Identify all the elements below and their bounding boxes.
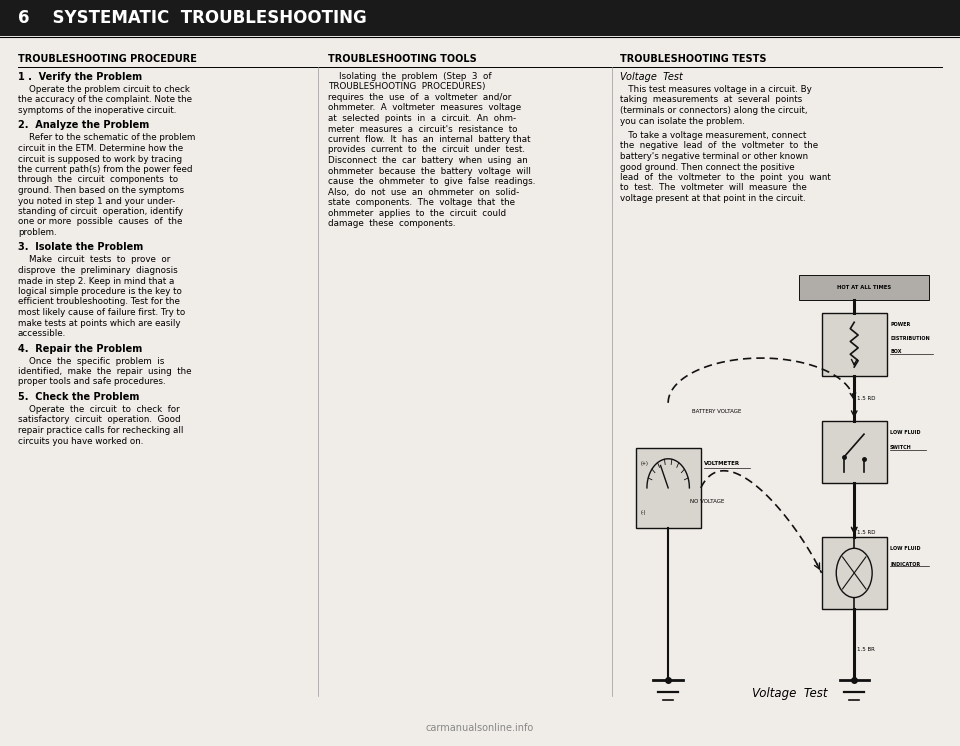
Text: battery's negative terminal or other known: battery's negative terminal or other kno… [620,152,808,161]
Text: taking  measurements  at  several  points: taking measurements at several points [620,95,803,104]
Text: 3.  Isolate the Problem: 3. Isolate the Problem [18,242,143,252]
Text: problem.: problem. [18,228,57,237]
Bar [822,537,887,609]
Text: damage  these  components.: damage these components. [328,219,455,228]
Text: circuit is supposed to work by tracing: circuit is supposed to work by tracing [18,154,182,163]
Bar [0,0,960,36]
Text: Refer to the schematic of the problem: Refer to the schematic of the problem [18,134,196,142]
Text: current  flow.  It  has  an  internal  battery that: current flow. It has an internal battery… [328,135,531,144]
Text: cause  the  ohmmeter  to  give  false  readings.: cause the ohmmeter to give false reading… [328,177,536,186]
Text: carmanualsonline.info: carmanualsonline.info [426,723,534,733]
Text: 4.  Repair the Problem: 4. Repair the Problem [18,343,142,354]
Text: accessible.: accessible. [18,329,66,338]
Text: Once  the  specific  problem  is: Once the specific problem is [18,357,164,366]
Text: the accuracy of the complaint. Note the: the accuracy of the complaint. Note the [18,95,192,104]
Text: meter  measures  a  circuit's  resistance  to: meter measures a circuit's resistance to [328,125,517,134]
Text: you can isolate the problem.: you can isolate the problem. [620,116,745,125]
Text: Also,  do  not  use  an  ohmmeter  on  solid-: Also, do not use an ohmmeter on solid- [328,187,519,196]
Text: Make  circuit  tests  to  prove  or: Make circuit tests to prove or [18,255,170,265]
Text: 1.5 BR: 1.5 BR [857,647,876,651]
Text: circuit in the ETM. Determine how the: circuit in the ETM. Determine how the [18,144,183,153]
Text: make tests at points which are easily: make tests at points which are easily [18,319,180,327]
Text: Operate the problem circuit to check: Operate the problem circuit to check [18,85,190,94]
Text: circuits you have worked on.: circuits you have worked on. [18,436,143,445]
Text: to  test.  The  voltmeter  will  measure  the: to test. The voltmeter will measure the [620,184,806,192]
Text: ohmmeter  because  the  battery  voltage  will: ohmmeter because the battery voltage wil… [328,166,531,175]
Text: HOT AT ALL TIMES: HOT AT ALL TIMES [837,285,891,290]
Text: made in step 2. Keep in mind that a: made in step 2. Keep in mind that a [18,277,175,286]
Text: VOLTMETER: VOLTMETER [704,461,740,466]
Text: satisfactory  circuit  operation.  Good: satisfactory circuit operation. Good [18,416,180,424]
Text: the  negative  lead  of  the  voltmeter  to  the: the negative lead of the voltmeter to th… [620,142,818,151]
Text: the current path(s) from the power feed: the current path(s) from the power feed [18,165,193,174]
Text: This test measures voltage in a circuit. By: This test measures voltage in a circuit.… [620,85,812,94]
Text: 2.  Analyze the Problem: 2. Analyze the Problem [18,121,149,131]
Bar [822,313,887,376]
Text: good ground. Then connect the positive: good ground. Then connect the positive [620,163,795,172]
Text: INDICATOR: INDICATOR [890,562,921,567]
Text: you noted in step 1 and your under-: you noted in step 1 and your under- [18,196,176,205]
Text: 1 .  Verify the Problem: 1 . Verify the Problem [18,72,142,82]
Bar [636,448,701,528]
Text: at  selected  points  in  a  circuit.  An  ohm-: at selected points in a circuit. An ohm- [328,114,516,123]
Text: proper tools and safe procedures.: proper tools and safe procedures. [18,377,166,386]
Text: ground. Then based on the symptoms: ground. Then based on the symptoms [18,186,184,195]
Text: voltage present at that point in the circuit.: voltage present at that point in the cir… [620,194,805,203]
Text: 1.5 RD: 1.5 RD [857,396,876,401]
Text: Voltage  Test: Voltage Test [620,72,683,82]
Text: (+): (+) [640,461,648,466]
Bar [822,421,887,483]
Text: 6    SYSTEMATIC  TROUBLESHOOTING: 6 SYSTEMATIC TROUBLESHOOTING [18,9,367,27]
Text: disprove  the  preliminary  diagnosis: disprove the preliminary diagnosis [18,266,178,275]
Text: repair practice calls for rechecking all: repair practice calls for rechecking all [18,426,183,435]
Text: POWER: POWER [890,322,910,327]
Text: To take a voltage measurement, connect: To take a voltage measurement, connect [620,131,806,140]
Text: 5.  Check the Problem: 5. Check the Problem [18,392,139,402]
Text: provides  current  to  the  circuit  under  test.: provides current to the circuit under te… [328,145,525,154]
Text: 1.5 RD: 1.5 RD [857,530,876,535]
Text: LOW FLUID: LOW FLUID [890,430,921,435]
Text: ohmmeter.  A  voltmeter  measures  voltage: ohmmeter. A voltmeter measures voltage [328,104,521,113]
Text: NO VOLTAGE: NO VOLTAGE [690,499,725,504]
Text: DISTRIBUTION: DISTRIBUTION [890,336,930,341]
Text: lead  of  the  voltmeter  to  the  point  you  want: lead of the voltmeter to the point you w… [620,173,830,182]
Text: Voltage  Test: Voltage Test [753,688,828,700]
Text: through  the  circuit  components  to: through the circuit components to [18,175,179,184]
Text: standing of circuit  operation, identify: standing of circuit operation, identify [18,207,183,216]
Text: logical simple procedure is the key to: logical simple procedure is the key to [18,287,181,296]
Text: TROUBLESHOOTING TESTS: TROUBLESHOOTING TESTS [620,54,766,64]
Text: (terminals or connectors) along the circuit,: (terminals or connectors) along the circ… [620,106,807,115]
Text: BATTERY VOLTAGE: BATTERY VOLTAGE [692,410,742,414]
Text: SWITCH: SWITCH [890,445,912,451]
Text: TROUBLESHOOTING  PROCEDURES): TROUBLESHOOTING PROCEDURES) [328,83,486,92]
Text: state  components.  The  voltage  that  the: state components. The voltage that the [328,198,515,207]
Text: Isolating  the  problem  (Step  3  of: Isolating the problem (Step 3 of [328,72,492,81]
Text: one or more  possible  causes  of  the: one or more possible causes of the [18,218,182,227]
Text: identified,  make  the  repair  using  the: identified, make the repair using the [18,367,191,376]
Text: BOX: BOX [890,349,901,354]
Text: efficient troubleshooting. Test for the: efficient troubleshooting. Test for the [18,298,180,307]
Text: (-): (-) [640,510,646,515]
Text: requires  the  use  of  a  voltmeter  and/or: requires the use of a voltmeter and/or [328,93,512,102]
Text: TROUBLESHOOTING PROCEDURE: TROUBLESHOOTING PROCEDURE [18,54,197,64]
Text: most likely cause of failure first. Try to: most likely cause of failure first. Try … [18,308,185,317]
Text: symptoms of the inoperative circuit.: symptoms of the inoperative circuit. [18,106,177,115]
Bar [799,275,929,300]
Text: ohmmeter  applies  to  the  circuit  could: ohmmeter applies to the circuit could [328,208,506,218]
Text: Operate  the  circuit  to  check  for: Operate the circuit to check for [18,405,180,414]
Text: LOW FLUID: LOW FLUID [890,546,921,551]
Text: Disconnect  the  car  battery  when  using  an: Disconnect the car battery when using an [328,156,528,165]
Text: TROUBLESHOOTING TOOLS: TROUBLESHOOTING TOOLS [328,54,477,64]
